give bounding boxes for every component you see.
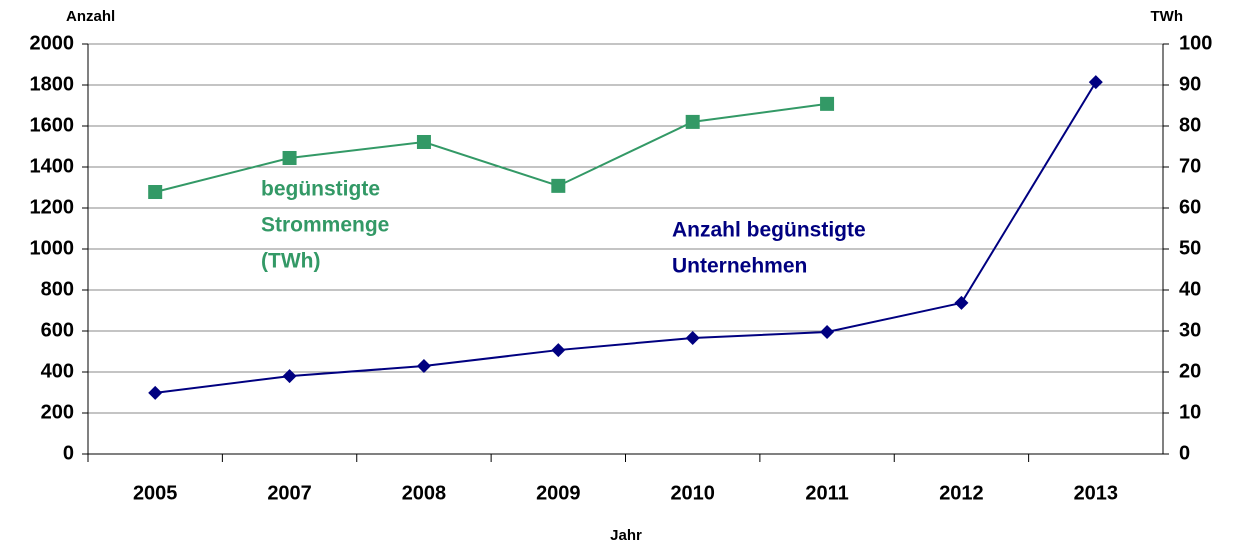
y2-tick-label: 50 <box>1179 237 1201 259</box>
x-tick-label: 2010 <box>670 482 715 504</box>
y-tick-label: 0 <box>63 442 74 464</box>
x-axis-label: Jahr <box>610 527 642 544</box>
annotation: Anzahl begünstigte <box>672 219 866 242</box>
x-tick-label: 2005 <box>133 482 178 504</box>
x-tick-label: 2008 <box>402 482 447 504</box>
y-tick-label: 800 <box>41 278 74 300</box>
y-tick-label: 1200 <box>30 196 75 218</box>
y2-tick-label: 70 <box>1179 155 1201 177</box>
data-point <box>416 359 431 374</box>
y2-tick-label: 10 <box>1179 401 1201 423</box>
y2-tick-label: 100 <box>1179 32 1212 54</box>
data-point <box>282 150 297 165</box>
series-line <box>154 102 828 193</box>
y2-tick-label: 0 <box>1179 442 1190 464</box>
data-point <box>282 369 297 384</box>
x-tick-label: 2013 <box>1074 482 1119 504</box>
y2-tick-label: 60 <box>1179 196 1201 218</box>
y-tick-label: 1400 <box>30 155 75 177</box>
y-tick-label: 400 <box>41 360 74 382</box>
y-tick-label: 1000 <box>30 237 75 259</box>
y2-tick-label: 30 <box>1179 319 1201 341</box>
data-point <box>685 114 700 129</box>
y2-tick-label: 80 <box>1179 114 1201 136</box>
data-point <box>551 343 566 358</box>
y2-tick-label: 20 <box>1179 360 1201 382</box>
y-tick-label: 1600 <box>30 114 75 136</box>
y-tick-label: 2000 <box>30 32 75 54</box>
x-tick-label: 2009 <box>536 482 581 504</box>
y2-tick-label: 40 <box>1179 278 1201 300</box>
data-point <box>820 96 835 111</box>
y-tick-label: 600 <box>41 319 74 341</box>
x-tick-label: 2007 <box>267 482 312 504</box>
annotation: Unternehmen <box>672 255 807 278</box>
annotation: Strommenge <box>261 214 389 237</box>
data-point <box>148 385 163 400</box>
annotation: begünstigte <box>261 178 380 201</box>
y-tick-label: 200 <box>41 401 74 423</box>
data-point <box>1088 75 1103 90</box>
data-point <box>685 330 700 345</box>
data-point <box>416 134 431 149</box>
data-point <box>820 325 835 340</box>
series-line <box>155 81 1097 394</box>
y-axis-label: Anzahl <box>66 8 115 25</box>
x-tick-label: 2012 <box>939 482 984 504</box>
y-tick-label: 1800 <box>30 73 75 95</box>
annotation: (TWh) <box>261 250 320 273</box>
data-point <box>954 295 969 310</box>
data-point <box>551 178 566 193</box>
y2-tick-label: 90 <box>1179 73 1201 95</box>
y2-axis-label: TWh <box>1151 8 1183 25</box>
x-tick-label: 2011 <box>805 482 848 504</box>
data-point <box>148 185 163 200</box>
